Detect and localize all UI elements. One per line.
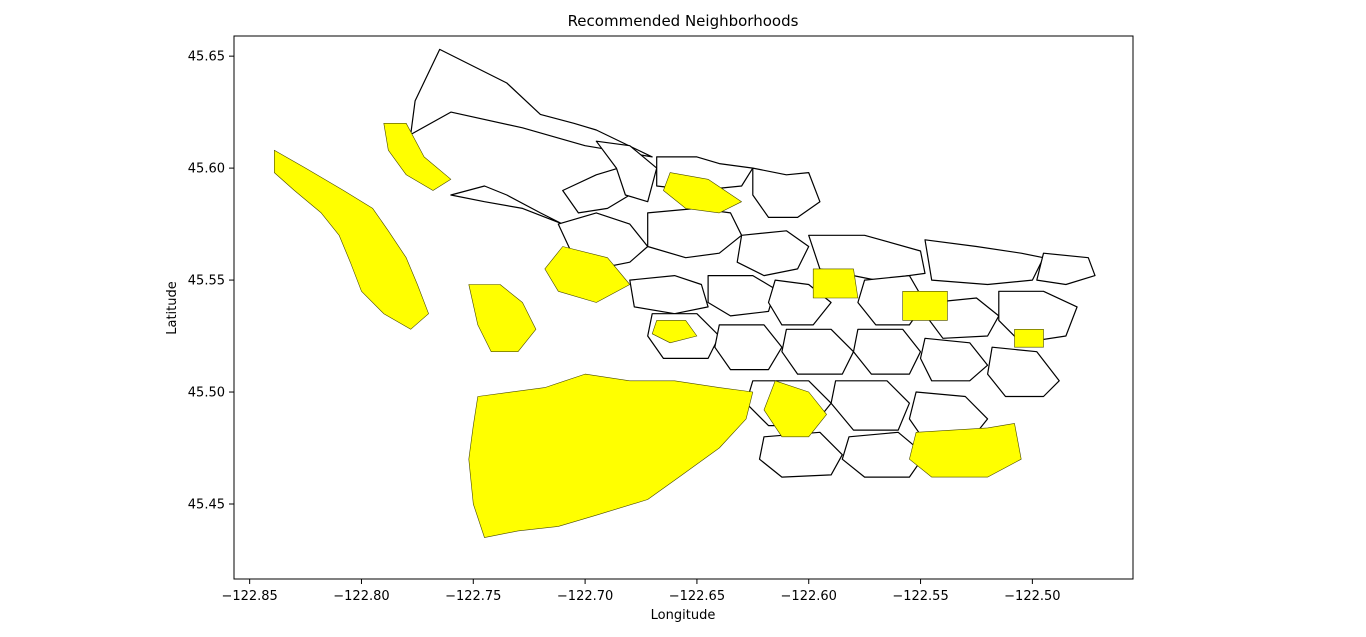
x-tick-label: −122.75 — [445, 589, 501, 604]
recommended-neighborhood-33 — [544, 246, 631, 303]
neighborhood-10 — [924, 239, 1045, 286]
plot-frame — [233, 35, 1134, 580]
neighborhood-3 — [595, 140, 658, 203]
y-tick-label: 45.65 — [188, 50, 225, 65]
recommended-neighborhood-31 — [468, 284, 537, 353]
x-tick-label: −122.50 — [1004, 589, 1060, 604]
recommended-neighborhood-34 — [663, 172, 742, 214]
recommended-neighborhood-35 — [812, 268, 859, 299]
recommended-neighborhood-30 — [383, 123, 452, 191]
y-tick-label: 45.50 — [188, 386, 225, 401]
x-axis-label: Longitude — [651, 608, 716, 623]
neighborhood-13 — [707, 275, 776, 317]
y-axis-ticks: 45.45 45.50 45.55 45.60 45.65 — [188, 50, 234, 512]
recommended-neighborhood-40 — [909, 423, 1022, 478]
x-tick-label: −122.70 — [557, 589, 613, 604]
neighborhood-21 — [852, 328, 922, 375]
y-tick-label: 45.45 — [188, 497, 225, 512]
neighborhood-1 — [450, 185, 564, 225]
neighborhood-22 — [919, 337, 989, 382]
neighborhood-11 — [1036, 252, 1096, 286]
recommended-neighborhood-38 — [651, 320, 698, 344]
y-tick-label: 45.55 — [188, 274, 225, 289]
neighborhood-12 — [629, 275, 709, 315]
recommended-neighborhood-32 — [468, 373, 754, 538]
neighborhood-27 — [758, 431, 843, 478]
x-tick-label: −122.65 — [669, 589, 725, 604]
x-tick-label: −122.60 — [781, 589, 837, 604]
x-tick-label: −122.55 — [892, 589, 948, 604]
y-axis-label: Latitude — [165, 281, 180, 335]
neighborhood-23 — [986, 346, 1060, 398]
neighborhood-25 — [830, 380, 911, 431]
neighborhood-5 — [752, 167, 821, 218]
neighborhood-0 — [410, 48, 653, 158]
recommended-neighborhood-29 — [273, 149, 429, 330]
recommended-neighborhood-39 — [763, 380, 827, 438]
neighborhood-8 — [736, 230, 810, 277]
neighborhood-19 — [714, 324, 783, 371]
recommended-neighborhood-37 — [1014, 328, 1044, 348]
chart-title: Recommended Neighborhoods — [568, 12, 799, 30]
y-tick-label: 45.60 — [188, 162, 225, 177]
x-axis-ticks: −122.85 −122.80 −122.75 −122.70 −122.65 −122.… — [221, 579, 1061, 604]
recommended-neighborhood-36 — [902, 290, 948, 321]
x-tick-label: −122.80 — [333, 589, 389, 604]
neighborhood-28 — [841, 431, 926, 478]
plot-area — [233, 35, 1134, 580]
neighborhood-layer — [273, 48, 1096, 538]
x-tick-label: −122.85 — [221, 589, 277, 604]
neighborhood-20 — [781, 328, 855, 375]
